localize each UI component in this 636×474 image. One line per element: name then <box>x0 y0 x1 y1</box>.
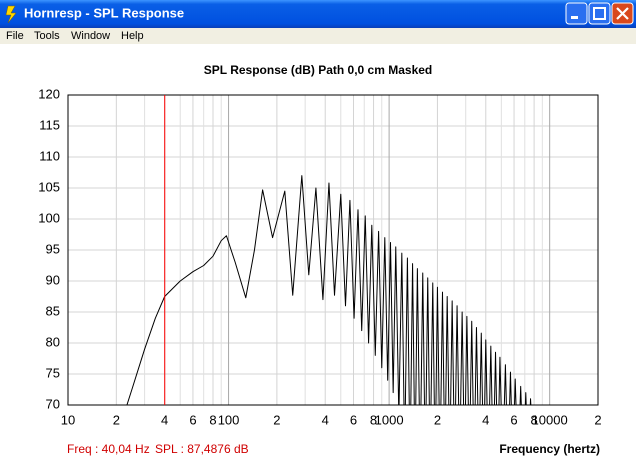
menu-item[interactable]: Window <box>71 30 110 42</box>
x-tick-label: 1000 <box>375 412 404 427</box>
y-tick-label: 100 <box>38 210 60 225</box>
chart-title: SPL Response (dB) Path 0,0 cm Masked <box>204 63 433 77</box>
frequency-readout: Freq : 40,04 Hz <box>67 442 150 456</box>
spl-readout: SPL : 87,4876 dB <box>155 442 249 456</box>
menu-item[interactable]: File <box>6 30 24 42</box>
y-tick-label: 85 <box>46 303 60 318</box>
x-tick-label: 8 <box>209 412 216 427</box>
spl-curve <box>126 175 532 405</box>
x-tick-label: 8 <box>370 412 377 427</box>
x-tick-label: 8 <box>530 412 537 427</box>
menu-item[interactable]: Help <box>121 30 144 42</box>
x-tick-label: 4 <box>482 412 489 427</box>
x-axis-label: Frequency (hertz) <box>499 442 600 456</box>
x-tick-label: 4 <box>322 412 329 427</box>
x-tick-label: 10000 <box>532 412 568 427</box>
menu-bar <box>0 28 636 44</box>
x-tick-label: 100 <box>218 412 240 427</box>
x-tick-label: 6 <box>350 412 357 427</box>
y-tick-label: 95 <box>46 241 60 256</box>
y-tick-label: 80 <box>46 334 60 349</box>
close-button[interactable] <box>611 2 634 25</box>
x-tick-label: 2 <box>434 412 441 427</box>
y-tick-label: 120 <box>38 86 60 101</box>
x-tick-label: 2 <box>594 412 601 427</box>
x-tick-label: 2 <box>273 412 280 427</box>
app-icon <box>5 5 17 24</box>
y-tick-label: 110 <box>39 148 60 163</box>
y-tick-label: 70 <box>46 396 60 411</box>
x-tick-label: 10 <box>61 412 75 427</box>
menu-item[interactable]: Tools <box>34 30 60 42</box>
maximize-button[interactable] <box>588 2 611 25</box>
x-tick-label: 4 <box>161 412 168 427</box>
y-tick-label: 90 <box>46 272 60 287</box>
x-tick-label: 6 <box>189 412 196 427</box>
y-tick-label: 115 <box>39 117 60 132</box>
x-tick-label: 6 <box>510 412 517 427</box>
title-bar <box>0 0 636 28</box>
plot-border <box>67 94 599 406</box>
x-tick-label: 2 <box>113 412 120 427</box>
minimize-button[interactable] <box>565 2 588 25</box>
y-tick-label: 75 <box>46 365 60 380</box>
y-tick-label: 105 <box>38 179 60 194</box>
window-title: Hornresp - SPL Response <box>24 5 184 20</box>
